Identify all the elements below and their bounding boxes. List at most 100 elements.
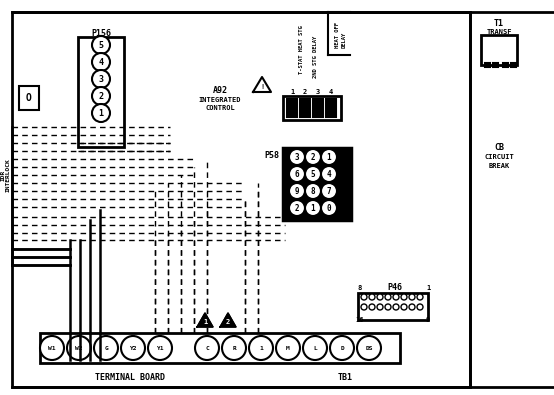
Bar bbox=[300, 99, 310, 117]
Bar bbox=[287, 99, 297, 117]
Text: 3: 3 bbox=[295, 152, 299, 162]
Text: T-STAT HEAT STG: T-STAT HEAT STG bbox=[299, 26, 304, 74]
Text: 1: 1 bbox=[311, 203, 315, 213]
Circle shape bbox=[401, 304, 407, 310]
Circle shape bbox=[289, 149, 305, 165]
Text: G: G bbox=[104, 346, 108, 350]
Bar bbox=[503, 63, 508, 67]
Text: 9: 9 bbox=[426, 317, 430, 323]
Circle shape bbox=[289, 166, 305, 182]
Bar bbox=[481, 35, 517, 65]
Circle shape bbox=[303, 336, 327, 360]
Circle shape bbox=[222, 336, 246, 360]
Circle shape bbox=[321, 166, 337, 182]
Circle shape bbox=[377, 304, 383, 310]
Text: 6: 6 bbox=[295, 169, 299, 179]
Text: 1: 1 bbox=[203, 319, 207, 325]
Text: 7: 7 bbox=[327, 186, 331, 196]
Circle shape bbox=[92, 104, 110, 122]
Text: 8: 8 bbox=[311, 186, 315, 196]
Text: A92: A92 bbox=[213, 85, 228, 94]
Text: Y1: Y1 bbox=[156, 346, 164, 350]
Circle shape bbox=[385, 304, 391, 310]
Text: M: M bbox=[286, 346, 290, 350]
Circle shape bbox=[195, 336, 219, 360]
Text: 5: 5 bbox=[311, 169, 315, 179]
Circle shape bbox=[369, 304, 375, 310]
Text: R: R bbox=[232, 346, 236, 350]
Text: 1: 1 bbox=[327, 152, 331, 162]
Text: CONTROL: CONTROL bbox=[205, 105, 235, 111]
Circle shape bbox=[409, 304, 415, 310]
Circle shape bbox=[67, 336, 91, 360]
Circle shape bbox=[361, 304, 367, 310]
Text: D: D bbox=[340, 346, 344, 350]
Text: 5: 5 bbox=[99, 41, 104, 49]
Circle shape bbox=[409, 294, 415, 300]
Circle shape bbox=[276, 336, 300, 360]
Text: CIRCUIT: CIRCUIT bbox=[484, 154, 514, 160]
Text: 4: 4 bbox=[327, 169, 331, 179]
Text: INTERLOCK: INTERLOCK bbox=[6, 158, 11, 192]
Text: IDR: IDR bbox=[1, 169, 6, 181]
Bar bbox=[283, 96, 341, 120]
Circle shape bbox=[393, 304, 399, 310]
Circle shape bbox=[361, 294, 367, 300]
Text: W2: W2 bbox=[75, 346, 83, 350]
Circle shape bbox=[148, 336, 172, 360]
Text: HEAT OFF: HEAT OFF bbox=[335, 22, 340, 48]
Circle shape bbox=[357, 336, 381, 360]
Text: 3: 3 bbox=[99, 75, 104, 83]
Circle shape bbox=[385, 294, 391, 300]
Text: Y2: Y2 bbox=[129, 346, 137, 350]
Text: 1: 1 bbox=[259, 346, 263, 350]
Circle shape bbox=[121, 336, 145, 360]
Text: 4: 4 bbox=[329, 89, 333, 95]
Circle shape bbox=[92, 70, 110, 88]
Circle shape bbox=[321, 200, 337, 216]
Text: P156: P156 bbox=[91, 28, 111, 38]
Text: 2: 2 bbox=[99, 92, 104, 100]
Bar bbox=[40, 333, 400, 363]
Text: 1: 1 bbox=[99, 109, 104, 117]
Text: 2: 2 bbox=[311, 152, 315, 162]
Text: DELAY: DELAY bbox=[341, 32, 346, 48]
Bar bbox=[493, 63, 498, 67]
Text: 2: 2 bbox=[303, 89, 307, 95]
Circle shape bbox=[40, 336, 64, 360]
Bar bbox=[283, 148, 351, 220]
Circle shape bbox=[305, 166, 321, 182]
Text: TERMINAL BOARD: TERMINAL BOARD bbox=[95, 372, 165, 382]
Circle shape bbox=[401, 294, 407, 300]
Circle shape bbox=[417, 294, 423, 300]
Bar bbox=[358, 293, 428, 320]
Circle shape bbox=[321, 149, 337, 165]
Circle shape bbox=[417, 304, 423, 310]
Text: 16: 16 bbox=[356, 317, 364, 323]
Text: TB1: TB1 bbox=[337, 372, 352, 382]
Bar bbox=[12, 12, 470, 387]
Text: 2: 2 bbox=[226, 319, 230, 325]
Text: 9: 9 bbox=[295, 186, 299, 196]
Text: CB: CB bbox=[494, 143, 504, 152]
Text: 4: 4 bbox=[99, 58, 104, 66]
Text: TRANSF: TRANSF bbox=[486, 29, 512, 35]
Circle shape bbox=[369, 294, 375, 300]
Circle shape bbox=[321, 183, 337, 199]
Circle shape bbox=[289, 200, 305, 216]
Circle shape bbox=[305, 149, 321, 165]
Circle shape bbox=[305, 183, 321, 199]
Circle shape bbox=[92, 53, 110, 71]
Text: L: L bbox=[313, 346, 317, 350]
Bar bbox=[511, 63, 516, 67]
Circle shape bbox=[249, 336, 273, 360]
Text: C: C bbox=[205, 346, 209, 350]
Text: INTEGRATED: INTEGRATED bbox=[199, 97, 241, 103]
Polygon shape bbox=[220, 313, 236, 327]
Text: 2ND STG DELAY: 2ND STG DELAY bbox=[312, 36, 317, 78]
Circle shape bbox=[92, 36, 110, 54]
Text: P58: P58 bbox=[264, 150, 280, 160]
Text: W1: W1 bbox=[48, 346, 56, 350]
Text: P46: P46 bbox=[387, 284, 403, 293]
Text: 0: 0 bbox=[327, 203, 331, 213]
